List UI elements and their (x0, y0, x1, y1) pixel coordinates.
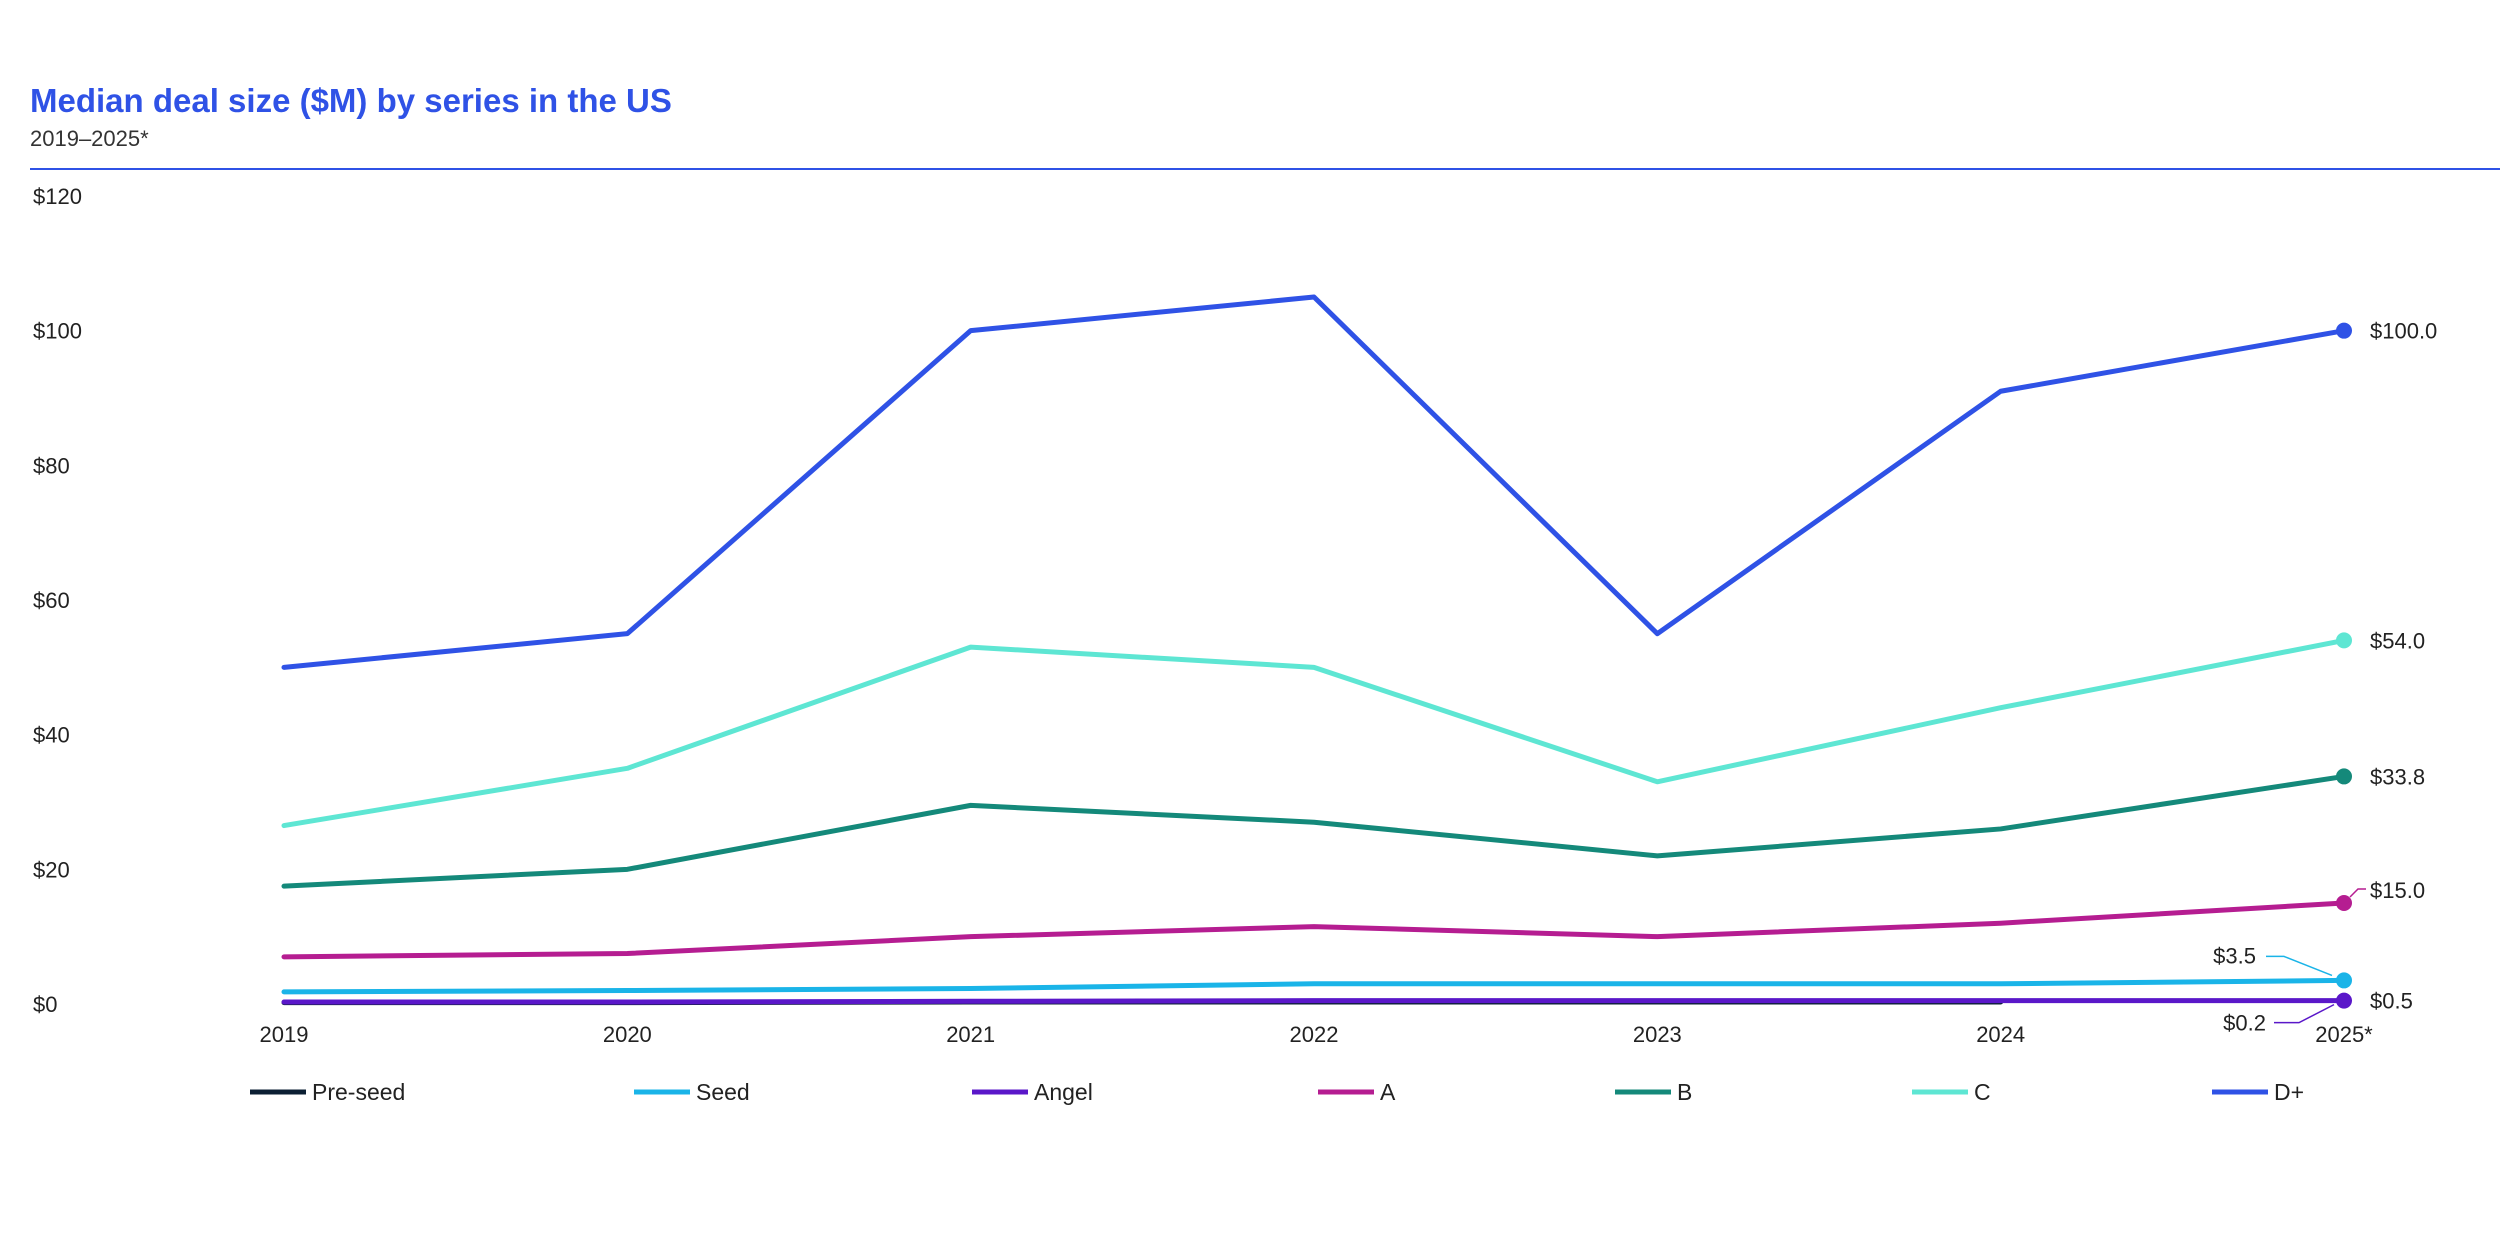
end-marker-b (2336, 768, 2352, 785)
data-label: $100.0 (2370, 319, 2437, 344)
data-label: $33.8 (2370, 764, 2425, 789)
x-tick-label: 2019 (260, 1022, 309, 1047)
series-line-c (281, 637, 2347, 829)
legend-label: Angel (1034, 1079, 1093, 1105)
y-tick-label: $100 (33, 319, 82, 344)
end-marker-d- (2336, 322, 2352, 339)
title-divider (30, 168, 2500, 170)
series-line-a (281, 900, 2347, 960)
x-tick-label: 2020 (603, 1022, 652, 1047)
x-tick-label: 2024 (1976, 1022, 2025, 1047)
legend-label: A (1380, 1079, 1396, 1105)
x-tick-label: 2023 (1633, 1022, 1682, 1047)
data-label: $0.2 (2223, 1011, 2266, 1036)
data-label: $0.5 (2370, 989, 2413, 1014)
chart-title: Median deal size ($M) by series in the U… (30, 82, 672, 119)
chart-subtitle: 2019–2025* (30, 126, 149, 151)
series-line-d- (281, 294, 2347, 670)
legend-label: Seed (696, 1079, 750, 1105)
y-tick-label: $20 (33, 857, 70, 882)
legend-label: C (1974, 1079, 1991, 1105)
x-tick-label: 2021 (946, 1022, 995, 1047)
data-label: $3.5 (2213, 943, 2256, 968)
end-marker-angel (2336, 992, 2352, 1009)
legend-label: D+ (2274, 1079, 2304, 1105)
series-line-seed (281, 977, 2347, 995)
series-line-angel (281, 998, 2347, 1005)
y-tick-label: $80 (33, 453, 70, 478)
data-label: $15.0 (2370, 878, 2425, 903)
x-tick-label: 2025* (2315, 1022, 2373, 1047)
data-label: $54.0 (2370, 628, 2425, 653)
end-marker-c (2336, 632, 2352, 649)
callout-line (2349, 888, 2366, 898)
y-tick-label: $0 (33, 992, 57, 1017)
y-tick-label: $120 (33, 184, 82, 209)
legend-label: B (1677, 1079, 1692, 1105)
series-line-b (281, 773, 2347, 889)
callout-line (2266, 955, 2333, 977)
y-tick-label: $60 (33, 588, 70, 613)
callout-line (2274, 1003, 2335, 1024)
y-tick-label: $40 (33, 723, 70, 748)
x-tick-label: 2022 (1290, 1022, 1339, 1047)
end-marker-a (2336, 895, 2352, 911)
legend-label: Pre-seed (312, 1079, 405, 1105)
end-marker-seed (2336, 972, 2352, 989)
